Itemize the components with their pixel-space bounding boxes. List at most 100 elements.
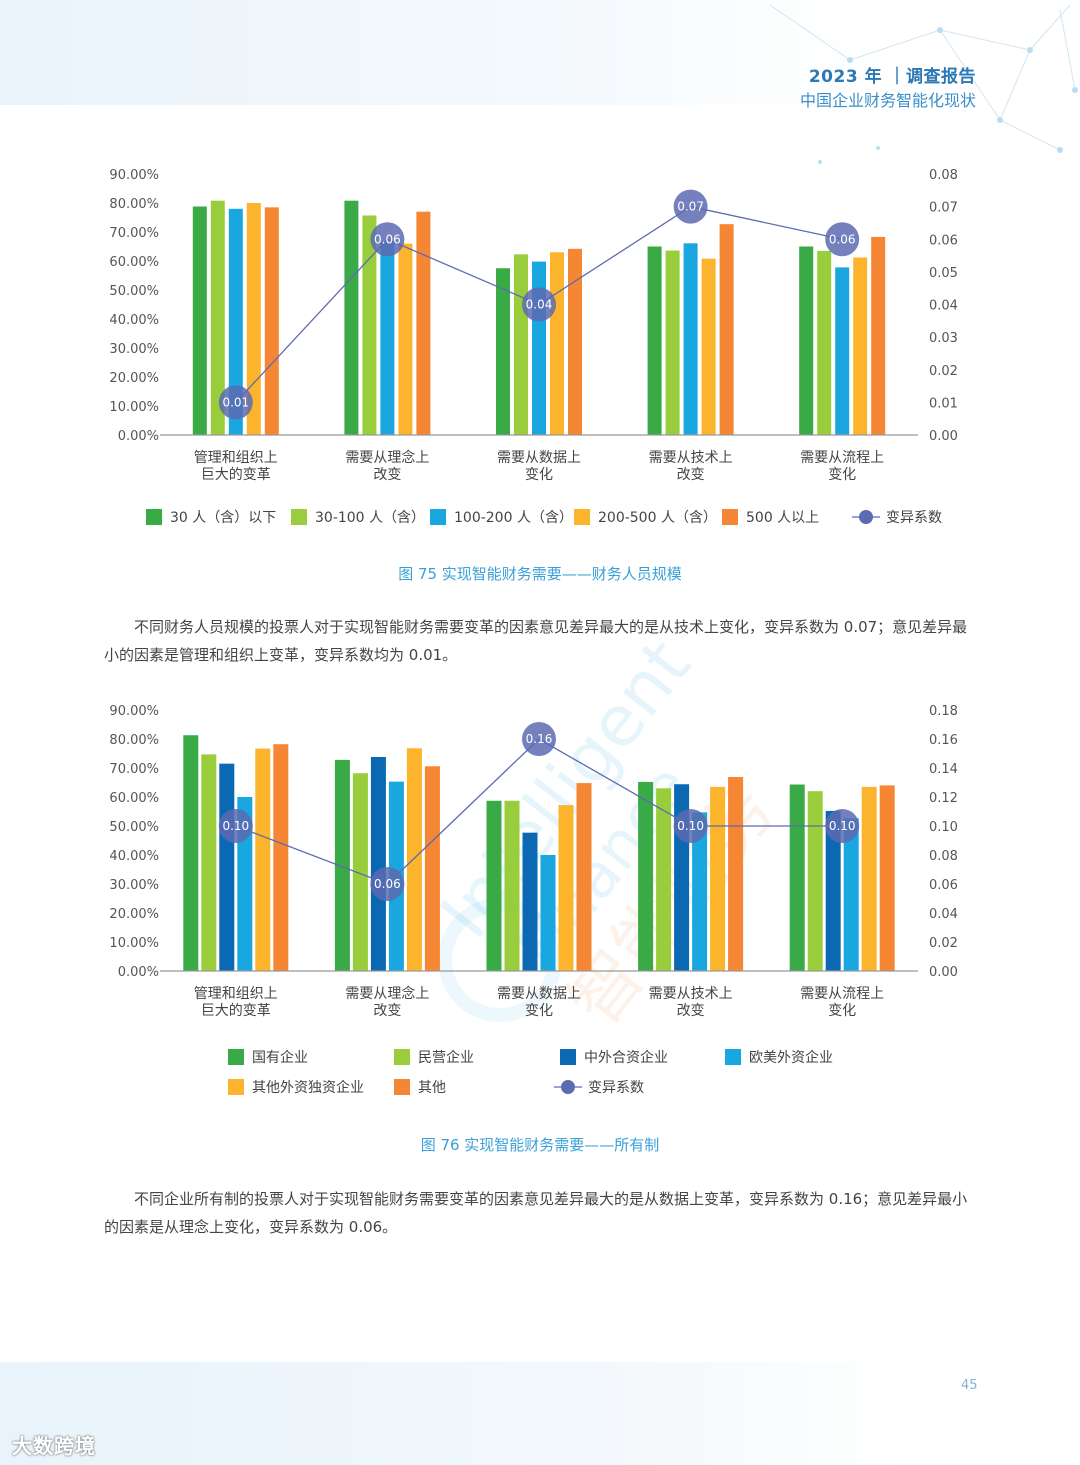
line-point-marker [825,809,860,843]
bar [398,243,413,435]
bar [496,268,510,435]
y-right-tick-label: 0.12 [929,791,958,806]
y-left-tick-label: 90.00% [109,704,159,719]
y-left-tick-label: 0.00% [118,965,159,980]
y-left-tick-label: 80.00% [109,733,159,748]
x-tick-label: 变化 [828,1003,856,1019]
bar [807,791,823,971]
bar [825,810,841,971]
y-right-tick-label: 0.08 [929,849,958,864]
x-tick-label: 改变 [677,467,705,483]
legend-label: 变异系数 [588,1080,644,1096]
y-right-tick-label: 0.00 [929,429,958,444]
line-data-label: 0.10 [222,819,249,833]
x-tick-label: 需要从技术上 [649,450,733,466]
bar [514,254,528,435]
legend-label: 200-500 人（含） [598,510,717,526]
x-tick-label: 巨大的变革 [201,1003,271,1019]
bar [406,748,422,971]
legend-label: 中外合资企业 [584,1049,668,1066]
legend-swatch [725,1049,741,1065]
x-tick-label: 需要从理念上 [345,985,429,1002]
bar [701,258,716,435]
y-right-tick-label: 0.07 [929,201,958,216]
bar [789,784,805,971]
bar [638,781,654,971]
y-left-tick-label: 60.00% [109,255,159,270]
y-left-tick-label: 70.00% [109,762,159,777]
line-point-marker [673,189,708,224]
bar [728,776,744,971]
bar [799,246,814,435]
bar [264,207,279,435]
page-number: 45 [961,1378,978,1393]
x-tick-label: 需要从技术上 [649,986,733,1002]
bar [576,783,592,971]
y-right-tick-label: 0.10 [929,820,958,835]
line-point-marker [370,222,405,257]
bar [540,855,556,971]
bar [192,206,207,435]
bar [665,250,680,435]
y-left-tick-label: 30.00% [109,878,159,893]
y-right-tick-label: 0.01 [929,396,958,411]
y-left-tick-label: 10.00% [109,400,159,415]
bar [228,208,243,435]
bar [550,252,564,435]
legend-swatch [394,1049,410,1065]
bar [183,735,199,971]
bar [861,786,877,971]
bar [504,800,520,971]
y-left-tick-label: 90.00% [109,168,159,183]
line-data-label: 0.06 [829,232,856,246]
network-decoration [769,4,1078,164]
legend-label: 30 人（含）以下 [170,510,276,526]
legend-swatch [394,1079,410,1095]
x-tick-label: 需要从流程上 [800,986,884,1002]
x-tick-label: 改变 [677,1003,705,1019]
bar [843,818,859,971]
brand-logo: 大数跨境 [12,1434,96,1458]
y-right-tick-label: 0.03 [929,331,958,346]
bar [210,200,225,435]
header-band [0,0,1080,105]
y-right-tick-label: 0.18 [929,704,958,719]
bar [568,248,582,435]
bar [380,242,395,435]
legend-swatch [228,1049,244,1065]
bar [424,766,440,971]
x-tick-label: 改变 [373,1003,401,1019]
y-right-tick-label: 0.05 [929,266,958,281]
legend-label: 欧美外资企业 [749,1049,833,1066]
line-point-marker [370,867,405,901]
bar [486,800,502,971]
x-tick-label: 需要从流程上 [800,450,884,466]
bar [273,744,289,971]
y-left-tick-label: 20.00% [109,907,159,922]
legend-swatch [228,1079,244,1095]
bar [255,748,271,971]
bar [362,215,377,435]
y-right-tick-label: 0.02 [929,936,958,951]
figure-76-paragraph: 不同企业所有制的投票人对于实现智能财务需要变革的因素意见差异最大的是从数据上变革… [104,1190,968,1236]
x-tick-label: 需要从理念上 [345,449,429,466]
legend-line-marker [859,510,873,524]
x-tick-label: 变化 [525,1003,553,1019]
y-left-tick-label: 0.00% [118,429,159,444]
line-series-cv [235,738,843,885]
bar [219,763,235,971]
bar [710,786,726,971]
report-subtitle: 中国企业财务智能化现状 [799,91,976,110]
y-left-tick-label: 30.00% [109,342,159,357]
legend-label: 国有企业 [252,1049,308,1066]
figure-75-caption: 图 75 实现智能财务需要——财务人员规模 [398,565,682,583]
line-point-marker [673,809,708,843]
legend-label: 其他 [418,1080,446,1096]
line-data-label: 0.06 [374,232,401,246]
line-data-label: 0.16 [526,732,553,746]
line-point-marker [825,222,860,257]
footer-band [0,1362,1080,1465]
bar [656,788,672,971]
y-left-tick-label: 60.00% [109,791,159,806]
bar [522,832,538,971]
